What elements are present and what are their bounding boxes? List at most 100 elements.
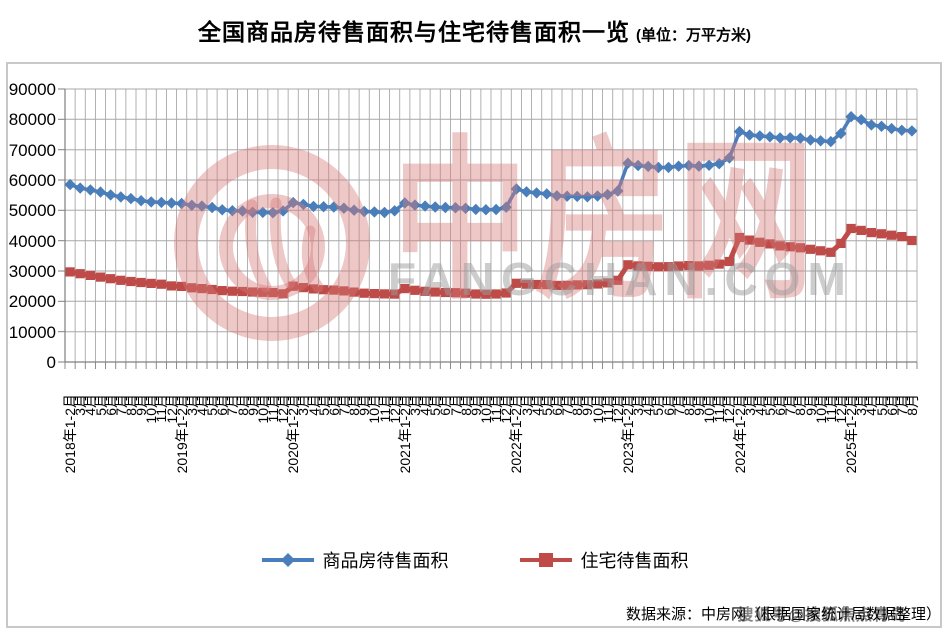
marker-diamond bbox=[317, 201, 330, 213]
marker-diamond bbox=[632, 159, 644, 172]
marker-diamond bbox=[74, 182, 86, 194]
marker-square bbox=[106, 274, 116, 284]
marker-square bbox=[826, 247, 836, 257]
marker-square bbox=[532, 279, 542, 290]
marker-diamond bbox=[277, 205, 289, 217]
legend-marker-diamond-icon bbox=[261, 553, 314, 567]
marker-diamond bbox=[439, 201, 452, 214]
marker-diamond bbox=[196, 200, 208, 212]
marker-diamond bbox=[571, 190, 583, 203]
marker-square bbox=[390, 289, 400, 299]
marker-square bbox=[501, 288, 511, 298]
legend-item-commercial: 商品房待售面积 bbox=[261, 547, 449, 573]
y-axis-label: 20000 bbox=[8, 292, 56, 311]
marker-diamond bbox=[388, 205, 401, 217]
marker-diamond bbox=[530, 187, 543, 199]
chart-frame bbox=[6, 62, 942, 628]
marker-square bbox=[704, 260, 714, 270]
marker-square bbox=[552, 280, 562, 290]
marker-square bbox=[876, 229, 887, 239]
marker-diamond bbox=[226, 205, 239, 217]
marker-diamond bbox=[480, 204, 492, 216]
marker-square bbox=[278, 289, 288, 299]
legend-label-commercial: 商品房待售面积 bbox=[322, 551, 449, 571]
marker-square bbox=[542, 280, 552, 290]
marker-square bbox=[146, 278, 156, 288]
marker-square bbox=[592, 279, 603, 289]
marker-diamond bbox=[865, 119, 878, 131]
y-axis-label: 10000 bbox=[8, 323, 56, 342]
marker-square bbox=[481, 289, 491, 299]
marker-diamond bbox=[581, 191, 594, 203]
marker-diamond bbox=[794, 132, 807, 144]
legend-marker-square-icon bbox=[519, 553, 572, 567]
marker-diamond bbox=[175, 197, 188, 210]
marker-diamond bbox=[257, 206, 269, 219]
marker-square bbox=[166, 281, 177, 291]
marker-square bbox=[258, 287, 268, 297]
marker-square bbox=[623, 260, 633, 270]
marker-square bbox=[329, 285, 339, 295]
marker-diamond bbox=[520, 186, 533, 198]
marker-diamond bbox=[267, 207, 279, 219]
marker-square bbox=[755, 237, 765, 247]
marker-square bbox=[156, 279, 166, 289]
marker-square bbox=[116, 275, 126, 285]
marker-square bbox=[663, 262, 674, 272]
marker-diamond bbox=[125, 192, 137, 205]
marker-diamond bbox=[64, 178, 76, 191]
marker-square bbox=[684, 261, 694, 271]
marker-square bbox=[734, 232, 745, 243]
marker-square bbox=[65, 267, 75, 277]
marker-square bbox=[450, 288, 461, 298]
marker-diamond bbox=[591, 190, 604, 202]
marker-square bbox=[187, 283, 197, 293]
marker-square bbox=[521, 279, 532, 289]
marker-diamond bbox=[804, 134, 817, 146]
marker-diamond bbox=[510, 183, 523, 195]
y-axis-label: 90000 bbox=[8, 80, 56, 99]
marker-square bbox=[339, 286, 349, 296]
marker-square bbox=[805, 244, 816, 254]
data-source-note: 数据来源：中房网（根据国家统计局数据整理） bbox=[625, 606, 941, 623]
marker-diamond bbox=[490, 203, 502, 216]
marker-square bbox=[268, 288, 278, 298]
marker-diamond bbox=[723, 152, 736, 164]
marker-square bbox=[724, 256, 734, 267]
legend: 商品房待售面积 住宅待售面积 bbox=[0, 547, 949, 573]
marker-diamond bbox=[338, 202, 350, 214]
marker-diamond bbox=[459, 202, 472, 214]
marker-square bbox=[785, 242, 795, 252]
marker-diamond bbox=[500, 201, 512, 213]
marker-square bbox=[491, 289, 501, 299]
marker-square bbox=[897, 232, 907, 242]
source-row: 搜狐号@搜狐焦点青岛 数据来源：中房网（根据国家统计局数据整理） bbox=[0, 601, 949, 625]
marker-diamond bbox=[449, 202, 462, 214]
marker-diamond bbox=[399, 197, 411, 209]
marker-diamond bbox=[429, 201, 441, 213]
marker-diamond bbox=[693, 160, 705, 172]
marker-square bbox=[816, 246, 826, 256]
y-axis-label: 70000 bbox=[8, 141, 56, 160]
marker-square bbox=[177, 281, 187, 291]
marker-square bbox=[248, 287, 258, 297]
marker-diamond bbox=[104, 189, 117, 201]
marker-square bbox=[126, 276, 136, 287]
marker-square bbox=[907, 235, 917, 246]
marker-diamond bbox=[601, 188, 614, 201]
legend-label-residential: 住宅待售面积 bbox=[580, 551, 689, 571]
marker-square bbox=[562, 280, 572, 290]
marker-diamond bbox=[713, 158, 725, 170]
marker-square bbox=[359, 288, 369, 298]
marker-diamond bbox=[784, 132, 796, 144]
marker-square bbox=[227, 286, 237, 296]
marker-diamond bbox=[885, 122, 898, 135]
marker-diamond bbox=[683, 159, 695, 172]
marker-diamond bbox=[328, 201, 340, 213]
marker-diamond bbox=[358, 205, 370, 218]
marker-square bbox=[217, 286, 227, 296]
marker-square bbox=[75, 269, 85, 279]
marker-diamond bbox=[551, 190, 563, 202]
marker-diamond bbox=[825, 135, 837, 148]
marker-square bbox=[836, 238, 846, 248]
